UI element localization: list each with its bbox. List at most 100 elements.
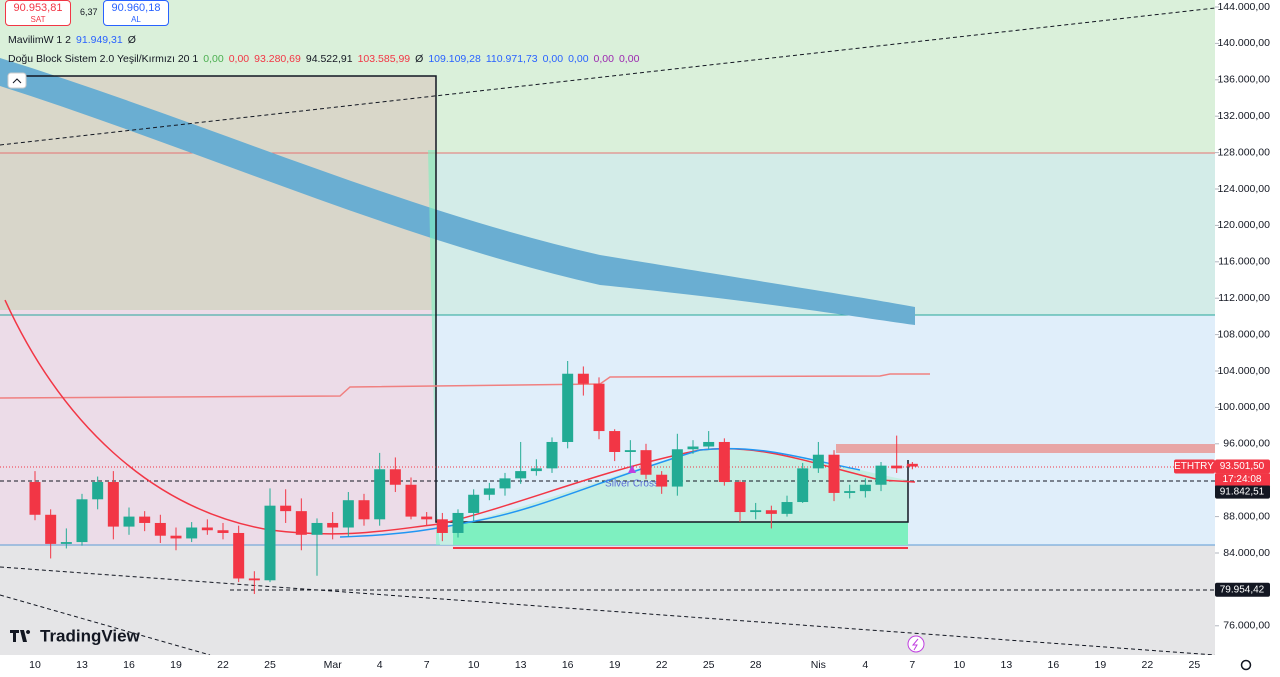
settings-icon[interactable]: [1240, 659, 1252, 671]
collapse-button[interactable]: [7, 72, 27, 89]
candle-body: [483, 488, 495, 495]
x-tick-label: 13: [76, 659, 88, 671]
candle-body: [687, 446, 699, 450]
candle: [875, 461, 887, 492]
candle: [859, 478, 871, 498]
candle: [248, 571, 260, 594]
buy-label: AL: [131, 15, 141, 24]
candle-body: [562, 373, 574, 442]
band-line: [0, 373, 930, 399]
candle-body: [342, 500, 354, 528]
x-tick-label: 25: [264, 659, 276, 671]
y-tick-label: 100.000,00: [1217, 401, 1270, 413]
candle-body: [797, 468, 809, 503]
candle-body: [593, 383, 605, 432]
candle: [327, 512, 339, 540]
price-tag: [1215, 484, 1270, 499]
candle-body: [107, 482, 119, 527]
candle: [92, 476, 104, 510]
legend-value: 0,00: [203, 53, 224, 65]
y-tick-label: 132.000,00: [1217, 110, 1270, 122]
candle-body: [170, 535, 182, 539]
y-tick-label: 108.000,00: [1217, 328, 1270, 340]
x-tick-label: 13: [515, 659, 527, 671]
candle: [107, 471, 119, 540]
candle-body: [280, 505, 292, 512]
spread: 6,37: [80, 7, 98, 17]
candle: [170, 527, 182, 551]
event-icon[interactable]: [907, 635, 925, 653]
candle: [311, 518, 323, 576]
y-tick-label: 88.000,00: [1223, 510, 1270, 522]
sell-button[interactable]: 90.953,81 SAT: [5, 0, 71, 26]
candle-body: [624, 450, 636, 452]
legend-name: Doğu Block Sistem 2.0 Yeşil/Kırmızı 20 1: [8, 53, 199, 65]
candle: [295, 498, 307, 551]
countdown-bg: [1215, 473, 1270, 486]
candle: [530, 459, 542, 476]
legend-value: 110.971,73: [485, 53, 538, 65]
symbol-tag: [1174, 459, 1215, 474]
legend-value: Ø: [127, 34, 136, 46]
y-tick-label: 84.000,00: [1223, 547, 1270, 559]
candle-body: [327, 522, 339, 528]
ribbon: [0, 58, 915, 325]
zone: [0, 310, 436, 545]
y-tick-label: 140.000,00: [1217, 37, 1270, 49]
x-tick-label: 7: [424, 659, 430, 671]
buy-button[interactable]: 90.960,18 AL: [103, 0, 169, 26]
candle: [624, 440, 636, 469]
candle-body: [468, 494, 480, 513]
candle: [389, 457, 401, 493]
candle: [671, 433, 683, 496]
candle: [123, 507, 135, 535]
candle-body: [405, 484, 417, 517]
x-tick-label: Nis: [811, 659, 826, 671]
candle-body: [358, 500, 370, 520]
candle: [233, 525, 245, 583]
candle: [76, 493, 88, 546]
candle: [421, 512, 433, 526]
x-axis-bg: [0, 655, 1280, 677]
area: [453, 522, 908, 545]
candle: [562, 360, 574, 449]
brand-logo: [10, 630, 31, 642]
candle-body: [891, 465, 903, 469]
x-tick-label: 19: [170, 659, 182, 671]
y-tick-label: 136.000,00: [1217, 74, 1270, 86]
candle: [750, 502, 762, 520]
price-tag-label: 79.954,42: [1220, 584, 1265, 595]
x-tick-label: 19: [609, 659, 621, 671]
buy-price: 90.960,18: [111, 2, 161, 14]
legend-value: 0,00: [593, 53, 614, 65]
y-axis-bg: [1215, 0, 1280, 677]
legend-value: 103.585,99: [357, 53, 411, 65]
zone: [0, 545, 1215, 655]
y-tick-label: 120.000,00: [1217, 219, 1270, 231]
candle-body: [389, 469, 401, 485]
price-tag-label: 91.842,51: [1220, 486, 1265, 497]
candle: [891, 435, 903, 473]
candle-body: [421, 516, 433, 520]
candle: [906, 461, 918, 470]
price-tag: [1215, 459, 1270, 474]
candle: [201, 519, 213, 535]
candle: [45, 509, 57, 559]
candle: [280, 489, 292, 523]
candle-body: [139, 516, 151, 523]
x-tick-label: 19: [1095, 659, 1107, 671]
trend-line: [0, 594, 211, 656]
candle: [154, 514, 166, 543]
candle-body: [906, 463, 918, 467]
x-tick-label: 4: [377, 659, 383, 671]
y-tick-label: 76.000,00: [1223, 620, 1270, 632]
x-tick-label: 25: [1189, 659, 1201, 671]
candle: [358, 493, 370, 526]
candle-body: [452, 512, 464, 533]
y-tick-label: 96.000,00: [1223, 438, 1270, 450]
candle-body: [436, 519, 448, 533]
symbol-label: ETHTRY: [1174, 461, 1214, 472]
legend-value: 0,00: [618, 53, 640, 65]
